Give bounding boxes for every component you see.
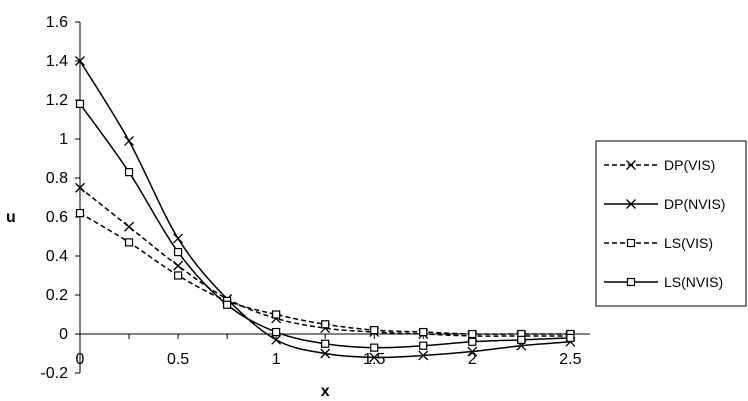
data-point — [370, 343, 379, 352]
data-point — [272, 327, 281, 337]
y-tick-label: 1.6 — [46, 14, 68, 31]
series-ls-vis — [75, 209, 575, 339]
data-point — [468, 329, 477, 339]
x-tick-label: 2.5 — [559, 351, 581, 368]
series-layer — [75, 56, 576, 363]
x-tick-label: 1.5 — [363, 351, 385, 368]
data-point — [75, 182, 85, 193]
y-axis-title: u — [6, 209, 16, 226]
x-tick-label: 0 — [76, 351, 85, 368]
data-point — [517, 335, 526, 344]
data-point — [566, 333, 575, 342]
series-line — [79, 187, 571, 337]
y-tick-label: 0.8 — [46, 170, 68, 187]
legend-label: DP(VIS) — [664, 157, 715, 173]
series-line — [79, 103, 571, 349]
series-ls-nvis — [75, 99, 575, 352]
legend-item: DP(NVIS) — [604, 196, 725, 212]
series-dp-nvis — [75, 56, 576, 363]
data-point — [75, 56, 85, 66]
data-point — [419, 327, 428, 337]
legend-box — [595, 140, 747, 307]
y-tick-label: 0.4 — [46, 248, 68, 265]
series-line — [79, 60, 571, 359]
y-tick-label: 1.2 — [46, 92, 68, 109]
data-point — [271, 334, 282, 345]
legend-label: DP(NVIS) — [664, 196, 725, 212]
y-tick-label: 1.4 — [46, 53, 68, 70]
x-axis-title: x — [321, 383, 330, 400]
data-point — [173, 248, 183, 257]
legend-item: DP(VIS) — [604, 157, 715, 173]
legend-marker — [626, 199, 636, 209]
data-point — [418, 350, 429, 361]
data-point — [272, 310, 281, 319]
data-point — [321, 339, 330, 348]
legend-marker — [626, 160, 636, 170]
data-point — [468, 337, 477, 346]
data-point — [75, 99, 85, 109]
legend-item: LS(VIS) — [604, 235, 713, 251]
x-tick-label: 2 — [468, 351, 477, 368]
legend-item: LS(NVIS) — [604, 274, 723, 290]
x-tick-label: 0.5 — [167, 351, 189, 368]
series-line — [79, 212, 571, 335]
x-tick-label: 1 — [272, 351, 281, 368]
legend-label: LS(VIS) — [664, 235, 713, 251]
legend: DP(VIS) DP(NVIS) LS(VIS) LS(NVIS) — [595, 140, 747, 307]
data-point — [124, 135, 134, 146]
data-point — [124, 168, 134, 177]
data-point — [321, 320, 330, 329]
data-point — [320, 348, 331, 359]
data-point — [173, 260, 184, 271]
y-axis-ticks: -0.2 0 0.2 0.4 0.6 0.8 1 1.2 1.4 1.6 — [40, 14, 80, 382]
legend-label: LS(NVIS) — [664, 274, 723, 290]
data-point — [124, 221, 134, 232]
data-point — [419, 341, 428, 350]
data-point — [173, 271, 183, 280]
y-tick-label: 0.6 — [46, 209, 68, 226]
data-point — [370, 326, 379, 335]
y-tick-label: 1 — [59, 131, 68, 148]
legend-marker — [626, 238, 636, 248]
data-point — [223, 300, 232, 309]
y-tick-label: 0 — [59, 326, 68, 343]
y-tick-label: 0.2 — [46, 287, 68, 304]
y-tick-label: -0.2 — [40, 365, 68, 382]
data-point — [75, 209, 85, 218]
data-point — [467, 346, 478, 357]
data-point — [173, 233, 184, 244]
legend-marker — [626, 277, 636, 287]
data-point — [369, 352, 380, 363]
data-point — [124, 238, 134, 247]
